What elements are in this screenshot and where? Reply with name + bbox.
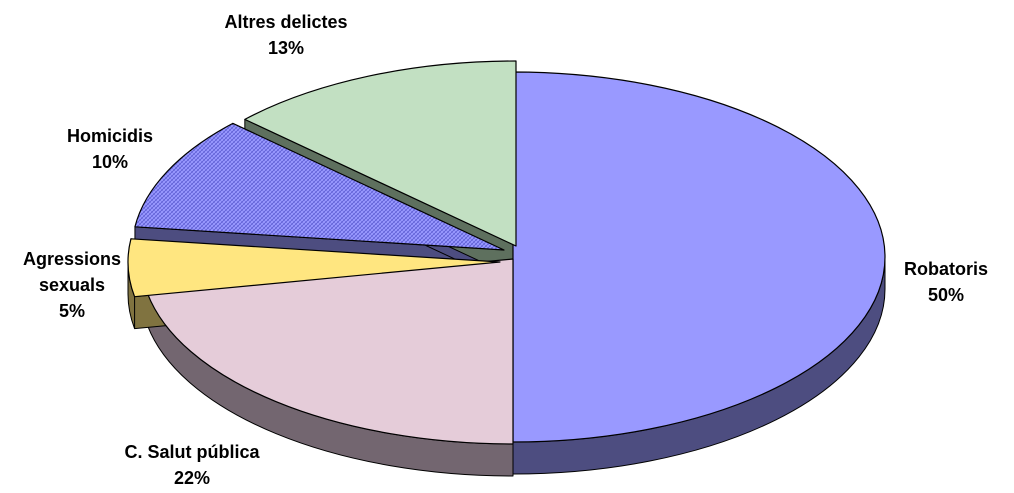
slice-label-2: Agressions sexuals 5% <box>23 249 121 321</box>
slice-agressions-sexuals <box>127 238 501 298</box>
slice-altres-delictes <box>244 60 517 247</box>
slice-label-4: Altres delictes 13% <box>224 12 347 58</box>
slice-c-salut-p-blica <box>146 258 514 445</box>
slice-label-0: Robatoris 50% <box>904 259 988 305</box>
slice-label-1: C. Salut pública 22% <box>124 442 260 488</box>
slice-robatoris <box>512 71 886 443</box>
slice-label-3: Homicidis 10% <box>67 126 153 172</box>
slice-homicidis <box>134 122 505 251</box>
